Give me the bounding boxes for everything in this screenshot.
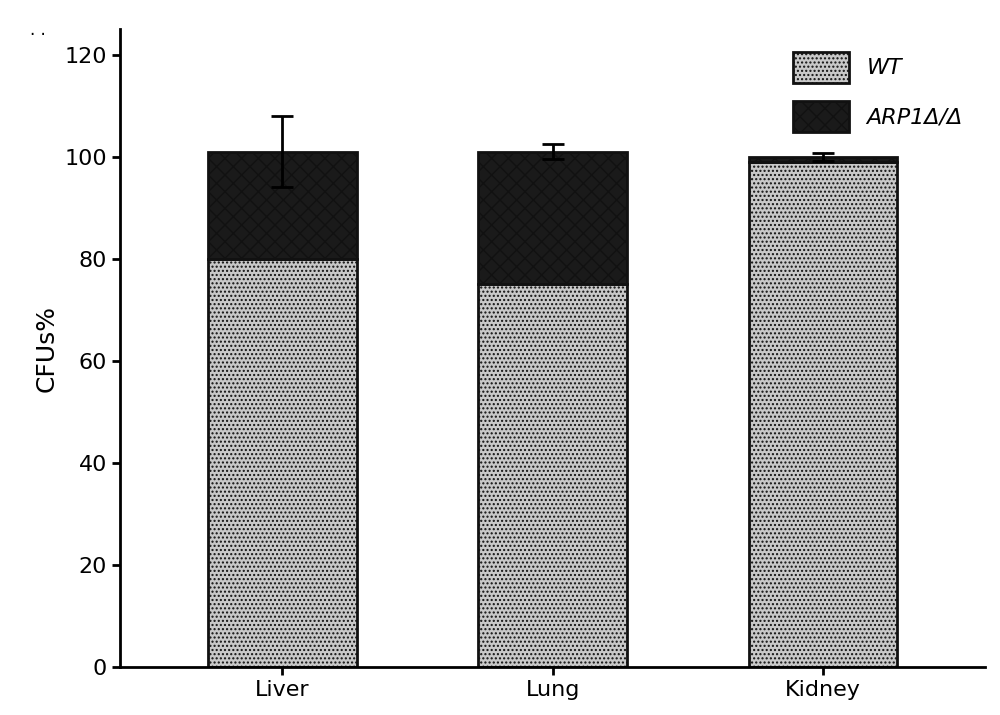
Bar — [749, 157, 897, 162]
Text: . .: . . — [30, 21, 46, 39]
Y-axis label: CFUs%: CFUs% — [35, 305, 59, 392]
Bar — [208, 152, 357, 259]
Bar — [749, 162, 897, 667]
Bar — [478, 152, 627, 285]
Legend: WT, ARP1Δ/Δ: WT, ARP1Δ/Δ — [782, 41, 974, 143]
Bar — [478, 285, 627, 667]
Bar — [208, 259, 357, 667]
